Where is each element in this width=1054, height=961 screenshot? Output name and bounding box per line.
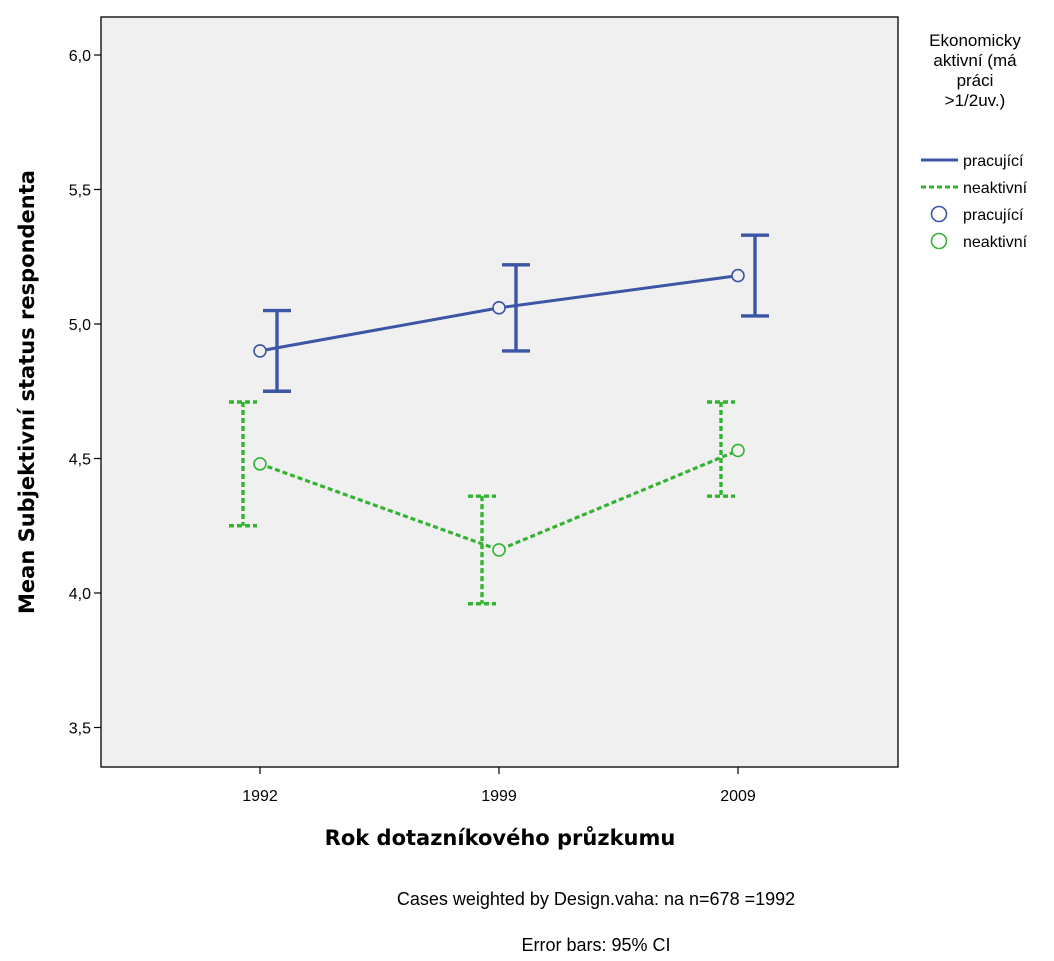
x-tick-label: 1992 — [242, 788, 278, 805]
error-bar — [502, 263, 530, 353]
y-tick-label: 4,5 — [69, 452, 91, 469]
x-tick-label: 2009 — [720, 788, 756, 805]
legend-entry: neaktivní — [930, 232, 1028, 251]
y-tick-label: 4,0 — [69, 586, 91, 603]
error-bar — [229, 400, 257, 528]
y-tick-label: 6,0 — [69, 48, 91, 65]
data-point — [731, 268, 745, 283]
legend-entry: neaktivní — [921, 180, 1028, 197]
legend-label: neaktivní — [963, 180, 1028, 197]
legend-label: pracující — [963, 153, 1024, 170]
legend-title-line: >1/2uv.) — [945, 91, 1006, 110]
series-layer — [229, 233, 769, 606]
error-bar — [263, 308, 291, 393]
legend-title-line: práci — [957, 71, 994, 90]
legend-label: pracující — [963, 207, 1024, 224]
series-line — [259, 448, 739, 552]
data-point — [731, 443, 745, 458]
legend-entry: pracující — [930, 205, 1024, 224]
error-bar — [741, 233, 769, 318]
footnote-error-bars: Error bars: 95% CI — [521, 935, 670, 955]
legend-title-line: aktivní (má — [933, 51, 1017, 70]
x-tick-label: 1999 — [481, 788, 517, 805]
legend-entry: pracující — [921, 153, 1024, 170]
y-tick-label: 5,5 — [69, 183, 91, 200]
legend-marker-swatch — [930, 205, 948, 223]
legend-title-line: Ekonomicky — [929, 31, 1021, 50]
plot-area — [100, 16, 899, 768]
legend-marker-swatch — [930, 232, 948, 250]
data-point — [492, 543, 506, 557]
footnote-weights: Cases weighted by Design.vaha: na n=678 … — [397, 889, 795, 909]
error-bar — [468, 494, 496, 606]
series-pracujici — [253, 233, 769, 393]
data-point — [492, 301, 506, 315]
data-point — [253, 457, 267, 471]
error-bar — [707, 400, 735, 498]
y-axis-title: Mean Subjektivní status respondenta — [15, 170, 39, 614]
y-tick-label: 5,0 — [69, 317, 91, 334]
data-point — [253, 344, 267, 358]
x-axis-title: Rok dotazníkového průzkumu — [325, 826, 676, 850]
series-neaktivni — [229, 400, 745, 606]
y-tick-label: 3,5 — [69, 721, 91, 738]
y-axis: 3,5 4,0 4,5 5,0 5,5 6,0 — [69, 48, 101, 738]
x-axis: 1992 1999 2009 — [242, 767, 756, 805]
legend-label: neaktivní — [963, 234, 1028, 251]
